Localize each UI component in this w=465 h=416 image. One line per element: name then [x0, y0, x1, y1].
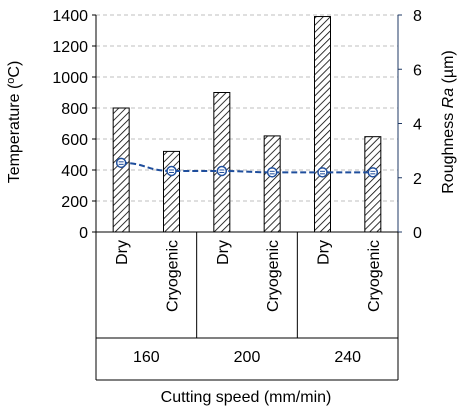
tick-labels: 0 200 400 600 800 1000 1200 1400 0 2 4 6 8	[52, 8, 422, 242]
bar	[213, 92, 231, 233]
category-label: Cryogenic	[165, 240, 182, 312]
group-label: 200	[234, 349, 261, 366]
y2-tick-label: 8	[413, 8, 422, 25]
roughness-point	[115, 157, 127, 169]
y-tick-label: 1400	[52, 8, 88, 25]
bar	[314, 16, 331, 233]
y-tick-label: 600	[61, 132, 88, 149]
y2-axis-title: Roughness Ra (µm)	[440, 50, 457, 194]
category-axis: Dry Cryogenic Dry Cryogenic Dry Cryogenic 160 2…	[96, 232, 399, 381]
y-tick-label: 200	[61, 194, 88, 211]
y-axis-title: Temperature (oC)	[5, 61, 23, 184]
y-tick-label: 0	[79, 225, 88, 242]
y-tick-label: 1000	[52, 70, 88, 87]
bar	[364, 136, 382, 233]
roughness-series	[115, 157, 379, 178]
category-label: Cryogenic	[366, 240, 383, 312]
bar	[263, 135, 281, 233]
y2-tick-label: 4	[413, 117, 422, 134]
group-label: 240	[334, 349, 361, 366]
y-tick-label: 1200	[52, 39, 88, 56]
y2-tick-label: 0	[413, 225, 422, 242]
x-axis-title: Cutting speed (mm/min)	[161, 389, 332, 406]
roughness-point	[317, 167, 328, 178]
roughness-point	[266, 167, 278, 178]
bar	[112, 107, 130, 233]
group-label: 160	[133, 349, 160, 366]
y2-tick-label: 6	[413, 62, 422, 79]
temperature-bars	[112, 16, 382, 233]
roughness-point	[367, 167, 379, 178]
category-label: Dry	[114, 240, 131, 265]
roughness-point	[216, 165, 228, 177]
category-label: Cryogenic	[265, 240, 282, 312]
category-label: Dry	[316, 240, 333, 265]
category-label: Dry	[215, 240, 232, 265]
gridlines	[96, 14, 398, 202]
roughness-line	[121, 161, 373, 174]
y2-tick-label: 2	[413, 171, 422, 188]
y-tick-label: 800	[61, 101, 88, 118]
roughness-point	[166, 165, 177, 177]
plot-frame	[95, 15, 399, 380]
y-tick-label: 400	[61, 163, 88, 180]
bar	[163, 150, 180, 233]
